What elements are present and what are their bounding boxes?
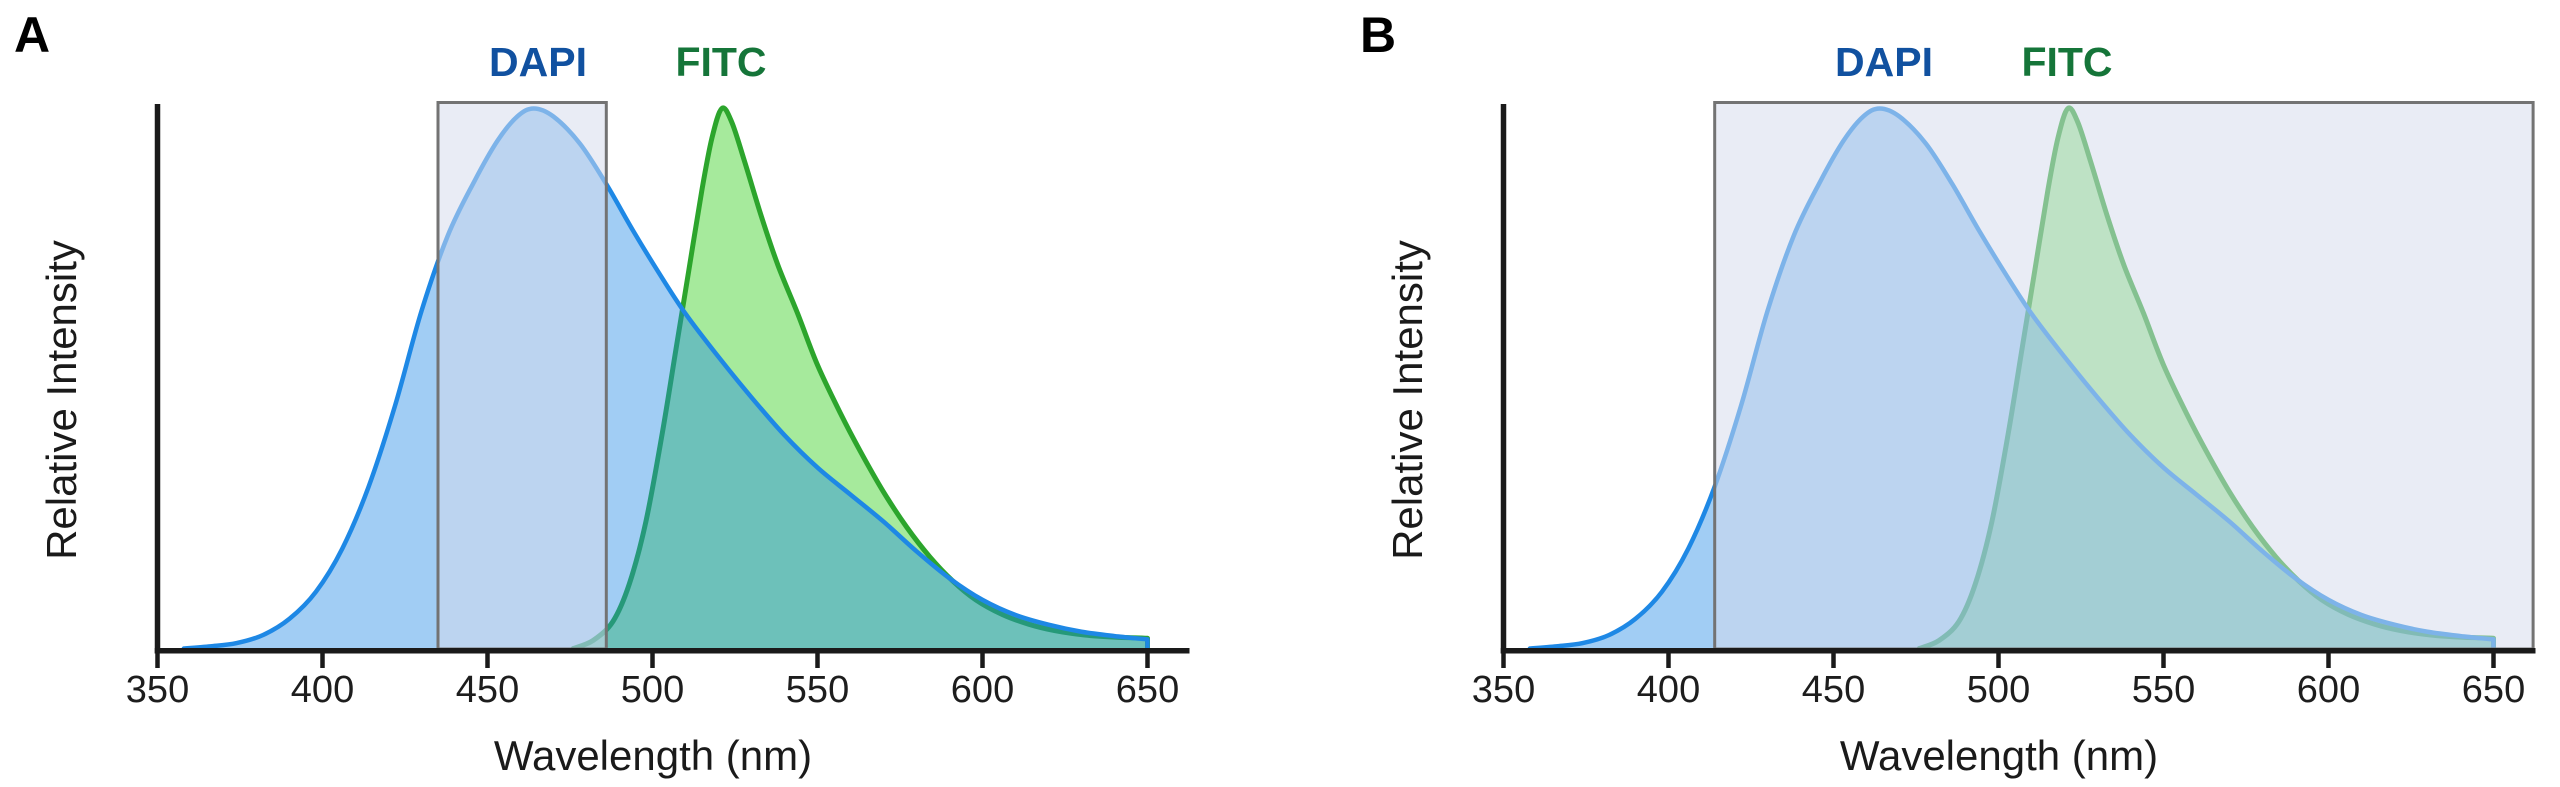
x-tick-label-a: 400 (290, 669, 355, 711)
x-tick-label-a: 650 (1115, 669, 1180, 711)
x-tick-label-b: 400 (1636, 669, 1701, 711)
emission-filter-band-a (436, 101, 608, 651)
panel-b-letter: B (1360, 7, 1397, 63)
panel-a-letter: A (14, 7, 51, 63)
fitc-series-label-a: FITC (675, 39, 767, 85)
x-tick-label-b: 450 (1801, 669, 1866, 711)
x-axis-label-b: Wavelength (nm) (1839, 732, 2159, 779)
dapi-curve-fill-a (183, 108, 1148, 650)
x-tick-label-b: 650 (2461, 669, 2526, 711)
y-axis-label-a: Relative Intensity (38, 240, 85, 560)
dapi-series-label-b: DAPI (1835, 39, 1933, 85)
x-tick-label-a: 550 (785, 669, 850, 711)
fitc-curve-line-a (570, 105, 1150, 652)
fitc-series-label-b: FITC (2021, 39, 2113, 85)
x-tick-label-a: 500 (620, 669, 685, 711)
y-axis-label-b: Relative Intensity (1384, 240, 1431, 560)
x-tick-label-b: 350 (1471, 669, 1536, 711)
x-axis-label-a: Wavelength (nm) (493, 732, 813, 779)
x-tick-label-a: 450 (455, 669, 520, 711)
x-tick-label-b: 600 (2296, 669, 2361, 711)
x-tick-label-a: 350 (125, 669, 190, 711)
fitc-curve-fill-a (573, 107, 1148, 650)
x-tick-label-a: 600 (950, 669, 1015, 711)
dapi-series-label-a: DAPI (489, 39, 587, 85)
emission-filter-band-b (1713, 101, 2535, 651)
x-tick-label-b: 550 (2131, 669, 2196, 711)
x-tick-label-b: 500 (1966, 669, 2031, 711)
